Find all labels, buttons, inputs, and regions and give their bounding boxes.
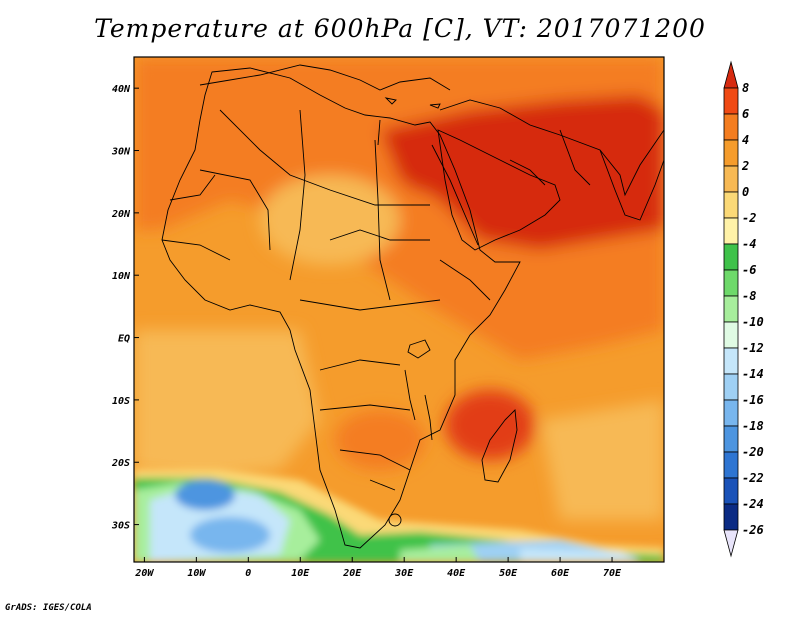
lat-tick-label: 40N <box>112 84 131 95</box>
colorbar-label: -2 <box>742 211 756 225</box>
colorbar-bin <box>723 165 739 193</box>
colorbar-bin <box>723 399 739 427</box>
lon-tick-label: 10E <box>291 568 310 579</box>
colorbar-label: -16 <box>742 393 764 407</box>
colorbar-bin <box>723 60 739 89</box>
lat-tick-label: 10S <box>112 396 130 407</box>
lon-tick-label: 70E <box>603 568 622 579</box>
grads-credit: GrADS: IGES/COLA <box>5 603 92 613</box>
colorbar-label: 2 <box>741 159 749 173</box>
lon-tick-label: 20E <box>342 568 362 579</box>
lon-tick-label: 30E <box>394 568 414 579</box>
colorbar-label: 6 <box>742 107 749 121</box>
colorbar-label: -24 <box>742 497 764 511</box>
colorbar-label: -10 <box>742 315 764 329</box>
colorbar-label: 4 <box>742 133 749 147</box>
colorbar-label: -18 <box>742 419 764 433</box>
colorbar-bin <box>723 451 739 479</box>
map-frame <box>133 56 665 563</box>
lat-tick-label: 20N <box>111 209 131 220</box>
latitude-axis: 40N 30N 20N 10N EQ 10S 20S 30S <box>111 84 139 532</box>
colorbar-label: -26 <box>742 523 764 537</box>
lat-tick-label: 20S <box>111 458 130 469</box>
lon-tick-label: 40E <box>447 568 466 579</box>
colorbar-label: 8 <box>742 81 749 95</box>
colorbar-bin <box>723 87 739 115</box>
colorbar-label: -22 <box>742 471 764 485</box>
lon-tick-label: 20W <box>134 568 154 579</box>
lon-tick-label: 60E <box>551 568 570 579</box>
lon-tick-label: 0 <box>245 568 251 579</box>
colorbar-bin <box>723 243 739 271</box>
lat-tick-label: 30S <box>111 521 130 532</box>
colorbar-bin <box>723 191 739 219</box>
lat-tick-label: EQ <box>118 334 130 345</box>
colorbar-bin <box>723 425 739 453</box>
longitude-axis: 20W 10W 0 10E 20E 30E 40E 50E 60E 70E <box>134 557 622 579</box>
colorbar-bin <box>723 139 739 167</box>
colorbar-label: 0 <box>742 185 749 199</box>
colorbar-label: -20 <box>742 445 764 459</box>
colorbar-bin <box>723 113 739 141</box>
colorbar-bin <box>723 217 739 245</box>
colorbar: 8 6 4 2 0 -2 -4 -6 -8 -10 -12 -14 -16 -18 -20 -22 -24 -26 <box>723 60 764 558</box>
colorbar-label: -8 <box>742 289 756 303</box>
colorbar-bin <box>723 373 739 401</box>
lon-tick-label: 50E <box>499 568 518 579</box>
colorbar-bin <box>723 295 739 323</box>
colorbar-bin <box>723 529 739 558</box>
coastlines <box>161 64 664 549</box>
lat-tick-label: 30N <box>111 147 131 158</box>
lon-tick-label: 10W <box>187 568 206 579</box>
colorbar-bin <box>723 269 739 297</box>
colorbar-bin <box>723 503 739 531</box>
colorbar-bin <box>723 477 739 505</box>
colorbar-label: -6 <box>742 263 756 277</box>
lat-tick-label: 10N <box>112 271 131 282</box>
colorbar-label: -4 <box>742 237 756 251</box>
colorbar-label: -14 <box>742 367 764 381</box>
colorbar-bin <box>723 321 739 349</box>
temperature-field <box>134 57 664 562</box>
colorbar-bin <box>723 347 739 375</box>
colorbar-label: -12 <box>742 341 764 355</box>
map-title: Temperature at 600hPa [C], VT: 201707120… <box>94 14 706 43</box>
